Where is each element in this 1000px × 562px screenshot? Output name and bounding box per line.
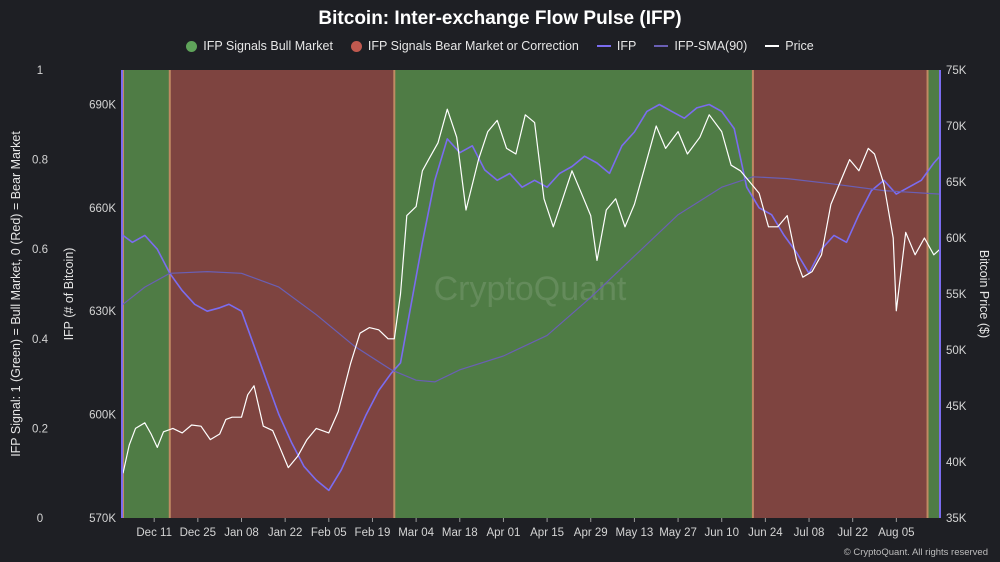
legend-price-label: Price xyxy=(785,39,814,53)
ifp-tick-4: 690K xyxy=(89,99,116,111)
signal-region-0 xyxy=(123,70,170,518)
x-tick-8: Apr 01 xyxy=(486,527,520,539)
series-line-ifp-sma-90 xyxy=(122,176,941,383)
signal-region-1 xyxy=(169,70,395,518)
legend: IFP Signals Bull Market IFP Signals Bear… xyxy=(0,39,1000,53)
signal-tick-5: 1 xyxy=(37,65,43,77)
series-lines xyxy=(122,103,941,492)
x-tick-5: Feb 19 xyxy=(355,527,391,539)
x-tick-4: Feb 05 xyxy=(311,527,347,539)
legend-item-ifp-sma[interactable]: IFP-SMA(90) xyxy=(654,39,747,53)
legend-bear-label: IFP Signals Bear Market or Correction xyxy=(367,39,579,53)
legend-item-bear[interactable]: IFP Signals Bear Market or Correction xyxy=(350,39,579,53)
x-tick-14: Jun 24 xyxy=(748,527,783,539)
x-tick-0: Dec 11 xyxy=(136,527,172,539)
x-tick-9: Apr 15 xyxy=(530,527,564,539)
legend-price-line xyxy=(765,45,780,47)
ifp-tick-2: 630K xyxy=(89,306,116,318)
signal-tick-2: 0.4 xyxy=(32,334,49,346)
signal-tick-0: 0 xyxy=(37,513,43,525)
price-tick-6: 65K xyxy=(946,177,967,189)
price-tick-3: 50K xyxy=(946,345,967,357)
x-tick-7: Mar 18 xyxy=(442,527,478,539)
x-tick-13: Jun 10 xyxy=(704,527,739,539)
x-tick-2: Jan 08 xyxy=(224,527,259,539)
signal-region-4 xyxy=(927,70,940,518)
legend-ifp-sma-label: IFP-SMA(90) xyxy=(674,39,748,53)
ifp-tick-1: 600K xyxy=(89,410,116,422)
legend-ifp-line xyxy=(596,45,611,47)
signal-axis-title: IFP Signal: 1 (Green) = Bull Market, 0 (… xyxy=(9,131,23,457)
price-axis-title: Bitcoin Price ($) xyxy=(977,250,991,338)
x-tick-11: May 13 xyxy=(616,527,654,539)
price-tick-2: 45K xyxy=(946,401,967,413)
ifp-axis-title: IFP (# of Bitcoin) xyxy=(62,248,76,341)
chart-title: Bitcoin: Inter-exchange Flow Pulse (IFP) xyxy=(318,8,682,29)
price-tick-0: 35K xyxy=(946,513,967,525)
series-line-ifp xyxy=(122,103,941,492)
x-tick-1: Dec 25 xyxy=(180,527,216,539)
price-tick-1: 40K xyxy=(946,457,967,469)
signal-region-2 xyxy=(394,70,753,518)
ifp-tick-0: 570K xyxy=(89,513,116,525)
legend-item-ifp[interactable]: IFP xyxy=(596,39,637,53)
ifp-tick-3: 660K xyxy=(89,203,116,215)
signal-tick-3: 0.6 xyxy=(32,244,48,256)
price-tick-7: 70K xyxy=(946,121,967,133)
legend-item-bull[interactable]: IFP Signals Bull Market xyxy=(186,39,333,53)
legend-item-price[interactable]: Price xyxy=(765,39,814,53)
series-line-price xyxy=(122,108,941,474)
x-tick-10: Apr 29 xyxy=(574,527,608,539)
legend-ifp-sma-line xyxy=(654,45,669,47)
price-tick-8: 75K xyxy=(946,65,967,77)
legend-bull-dot xyxy=(186,40,198,52)
x-tick-17: Aug 05 xyxy=(878,527,914,539)
x-tick-6: Mar 04 xyxy=(398,527,434,539)
price-tick-5: 60K xyxy=(946,233,967,245)
legend-ifp-label: IFP xyxy=(616,39,637,53)
x-tick-16: Jul 22 xyxy=(837,527,868,539)
copyright: © CryptoQuant. All rights reserved xyxy=(843,547,988,558)
x-tick-3: Jan 22 xyxy=(268,527,303,539)
x-tick-15: Jul 08 xyxy=(794,527,825,539)
x-tick-12: May 27 xyxy=(659,527,697,539)
legend-bear-dot xyxy=(350,40,362,52)
signal-region-3 xyxy=(752,70,928,518)
watermark: CryptoQuant xyxy=(434,270,627,308)
axis-ticks: 0 0.2 0.4 0.6 0.8 1 570K 600K 630K 660K 690K 35K 40K… xyxy=(32,65,967,539)
legend-bull-label: IFP Signals Bull Market xyxy=(203,39,333,53)
signal-tick-1: 0.2 xyxy=(32,423,48,435)
signal-tick-4: 0.8 xyxy=(32,155,48,167)
price-tick-4: 55K xyxy=(946,289,967,301)
